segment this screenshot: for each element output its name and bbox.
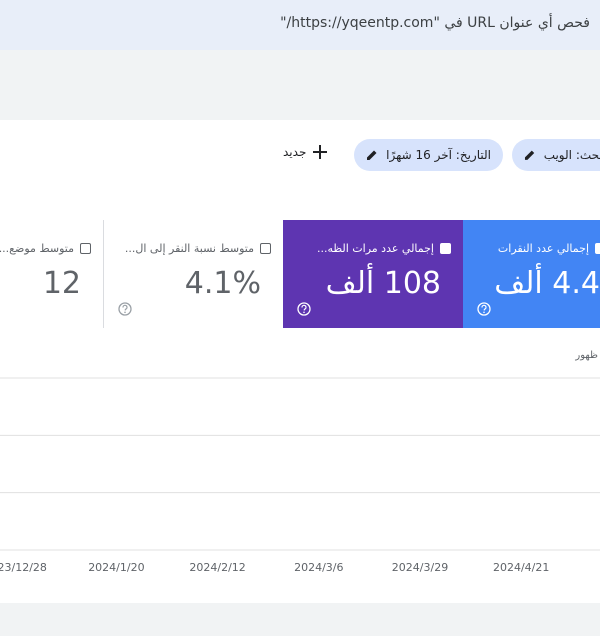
- metric-value: 12: [42, 266, 81, 301]
- edit-icon: [367, 150, 377, 160]
- main-panel: [0, 120, 600, 603]
- metric-title: إجمالي عدد النقرات: [497, 242, 589, 255]
- x-tick-label: 2024/4/21: [493, 561, 549, 574]
- help-icon[interactable]: [477, 302, 491, 316]
- metric-value: 108 ألف: [325, 266, 441, 301]
- url-inspection-search[interactable]: فحص أي عنوان URL في "https://yqeentp.com…: [280, 15, 590, 31]
- chip-label: البحث: الويب: [543, 148, 600, 162]
- x-tick-label: 2024/3/29: [392, 561, 448, 574]
- metric-value: 4.1%: [184, 266, 261, 301]
- x-tick-label: 2024/3/6: [294, 561, 343, 574]
- edit-icon: [524, 150, 535, 160]
- axis-label: ظهور: [574, 350, 598, 361]
- metric-value: 4.4 ألف: [494, 266, 600, 301]
- metric-title: متوسط نسبة النقر إلى ال...: [124, 242, 254, 255]
- performance-chart: ظهور 2023/12/28 2024/1/20 2024/2/12 2024/3/…: [0, 350, 600, 574]
- search-type-chip[interactable]: البحث: الويب: [512, 139, 600, 171]
- x-tick-label: 2024/2/12: [189, 561, 245, 574]
- new-filter-button[interactable]: جديد: [283, 144, 328, 160]
- metric-card[interactable]: إجمالي عدد النقرات 4.4 ألف: [463, 220, 600, 328]
- help-icon[interactable]: [118, 302, 132, 316]
- metric-card[interactable]: متوسط موضع... 12: [0, 220, 103, 328]
- metric-card[interactable]: متوسط نسبة النقر إلى ال... 4.1%: [103, 220, 283, 328]
- help-icon[interactable]: [297, 302, 311, 316]
- plus-icon: [313, 145, 328, 159]
- metric-card[interactable]: إجمالي عدد مرات الظه... 108 ألف: [283, 220, 463, 328]
- chip-label: التاريخ: آخر 16 شهرًا: [386, 148, 491, 162]
- x-tick-label: 2024/1/20: [88, 561, 144, 574]
- top-bar: فحص أي عنوان URL في "https://yqeentp.com…: [0, 0, 600, 50]
- metric-title: متوسط موضع...: [0, 242, 74, 255]
- new-label: جديد: [283, 145, 307, 159]
- date-chip[interactable]: التاريخ: آخر 16 شهرًا: [354, 139, 503, 171]
- x-tick-label: 2023/12/28: [0, 561, 47, 574]
- metric-title: إجمالي عدد مرات الظه...: [316, 242, 434, 255]
